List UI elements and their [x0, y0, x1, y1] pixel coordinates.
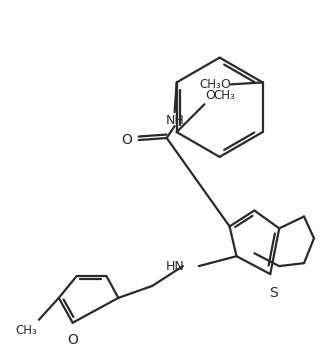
Text: O: O — [67, 332, 78, 346]
Text: O: O — [205, 89, 215, 102]
Text: CH₃: CH₃ — [15, 324, 37, 337]
Text: O: O — [220, 78, 230, 91]
Text: S: S — [269, 286, 278, 300]
Text: HN: HN — [166, 260, 185, 273]
Text: CH₃: CH₃ — [213, 89, 235, 102]
Text: CH₃: CH₃ — [199, 78, 221, 91]
Text: O: O — [121, 133, 132, 147]
Text: NH: NH — [165, 114, 184, 127]
